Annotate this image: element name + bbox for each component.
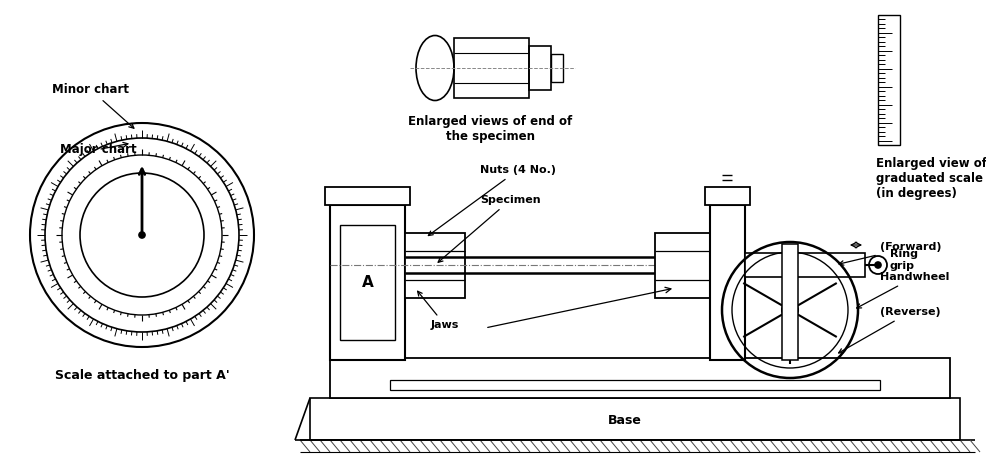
Text: A: A: [362, 275, 374, 290]
Bar: [551, 54, 563, 82]
Bar: [655, 233, 710, 298]
Bar: [340, 225, 395, 340]
Bar: [325, 187, 410, 205]
Bar: [529, 46, 551, 90]
Bar: [710, 205, 745, 360]
Text: Jaws: Jaws: [418, 291, 459, 330]
Text: Minor chart: Minor chart: [52, 83, 134, 128]
Text: Ring
grip: Ring grip: [890, 249, 918, 271]
Bar: [782, 244, 798, 360]
Text: Handwheel: Handwheel: [857, 272, 950, 308]
Text: Enlarged view of
graduated scale
(in degrees): Enlarged view of graduated scale (in deg…: [876, 157, 986, 200]
Text: (Reverse): (Reverse): [839, 307, 941, 353]
Bar: [745, 253, 865, 277]
Circle shape: [875, 262, 881, 268]
Text: Specimen: Specimen: [438, 195, 540, 262]
Bar: [330, 205, 405, 360]
Bar: [454, 38, 529, 98]
Bar: [390, 380, 880, 390]
Bar: [405, 233, 465, 298]
Text: Enlarged views of end of
the specimen: Enlarged views of end of the specimen: [408, 115, 572, 143]
Text: Major chart: Major chart: [60, 142, 137, 156]
Text: Nuts (4 No.): Nuts (4 No.): [428, 165, 556, 236]
Text: (Forward): (Forward): [839, 242, 942, 265]
Bar: [705, 187, 750, 205]
Bar: [330, 358, 950, 398]
Bar: [878, 15, 900, 145]
Circle shape: [782, 302, 798, 318]
Circle shape: [139, 232, 145, 238]
Text: Scale attached to part A': Scale attached to part A': [54, 369, 230, 382]
Text: Base: Base: [608, 414, 642, 426]
